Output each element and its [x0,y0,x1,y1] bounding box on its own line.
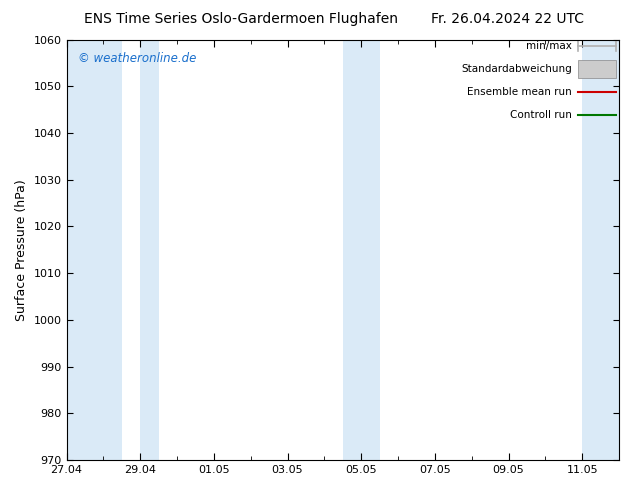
Text: Ensemble mean run: Ensemble mean run [467,87,572,97]
Bar [578,60,616,78]
Bar [343,40,380,460]
Text: Standardabweichung: Standardabweichung [462,64,572,74]
Y-axis label: Surface Pressure (hPa): Surface Pressure (hPa) [15,179,28,321]
Text: min/max: min/max [526,41,572,51]
Text: Controll run: Controll run [510,110,572,120]
Text: ENS Time Series Oslo-Gardermoen Flughafen: ENS Time Series Oslo-Gardermoen Flughafe… [84,12,398,26]
Text: © weatheronline.de: © weatheronline.de [77,52,196,65]
Bar [140,40,158,460]
Bar [67,40,122,460]
Bar [582,40,619,460]
Text: Fr. 26.04.2024 22 UTC: Fr. 26.04.2024 22 UTC [430,12,584,26]
